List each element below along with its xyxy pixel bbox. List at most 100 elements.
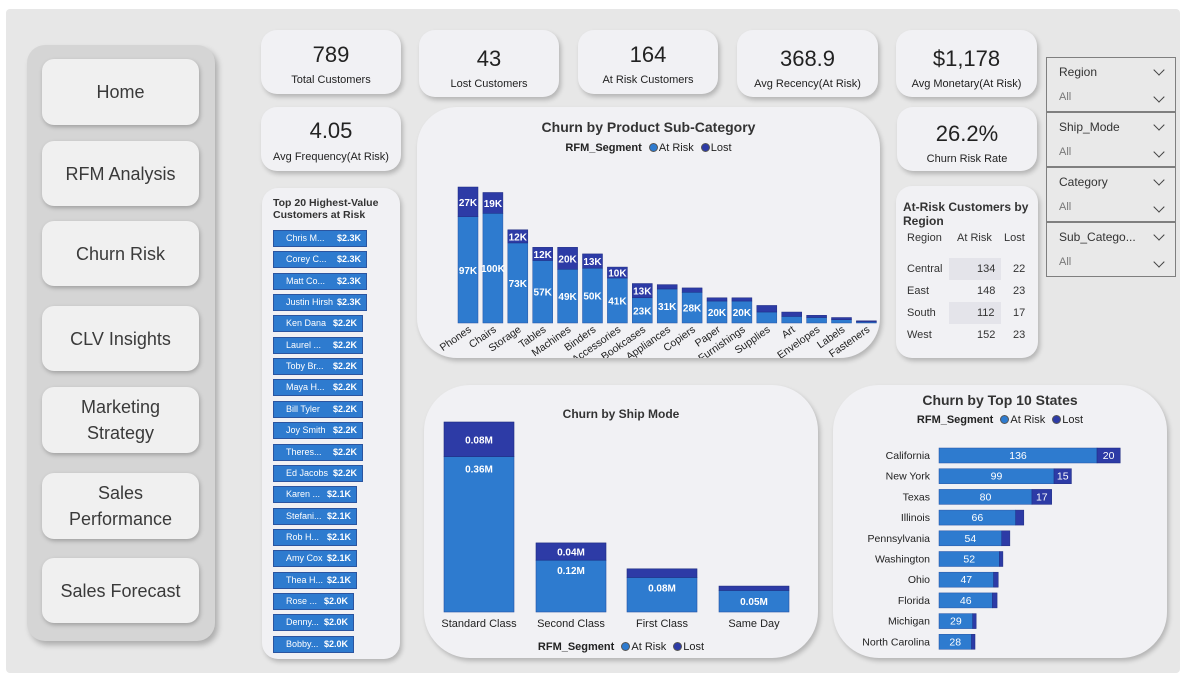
nav-rfm-analysis-button[interactable]: RFM Analysis [42,141,199,206]
legend-lost-label: Lost [1062,414,1084,426]
top20-customer-bar[interactable]: Joy Smith $2.2K [273,422,363,440]
top20-customer-bar[interactable]: Toby Br... $2.2K [273,358,363,376]
chevron-down-icon[interactable] [1153,91,1165,103]
bar-at-risk[interactable] [443,456,515,613]
top20-customer-bar[interactable]: Rose ... $2.0K [273,592,354,610]
x-tick-label: Same Day [728,618,780,630]
top20-customer-bar[interactable]: Ken Dana $2.2K [273,315,363,333]
top20-customer-bar[interactable]: Maya H... $2.2K [273,379,363,397]
bar-lost[interactable] [1053,468,1072,484]
bar-at-risk[interactable] [626,577,698,613]
top20-customer-bar[interactable]: Laurel ... $2.2K [273,336,363,354]
bar-lost[interactable] [532,247,553,261]
nav-sales-performance-button[interactable]: Sales Performance [42,473,199,539]
chevron-down-icon[interactable] [1153,64,1165,76]
bar-lost[interactable] [1001,530,1011,547]
legend-at-risk-swatch [1000,415,1010,424]
bar-lost[interactable] [626,568,698,578]
kpi-value: 4.05 [309,118,353,143]
bar-at-risk[interactable] [806,317,827,324]
bar-lost[interactable] [999,551,1004,567]
slicer-value[interactable]: All [1059,146,1072,158]
bar-lost[interactable] [831,317,852,320]
region-row[interactable]: East 148 23 [901,280,1031,302]
bar-lost[interactable] [718,585,790,591]
bar-lost[interactable] [632,283,653,299]
slicer-sub-category[interactable]: Sub_Catego... All [1046,222,1176,277]
bar-at-risk[interactable] [831,319,852,324]
top20-customer-bar[interactable]: Justin Hirsh $2.3K [273,294,367,312]
top20-customer-bar[interactable]: Bobby... $2.0K [273,635,354,653]
bar-lost[interactable] [971,634,976,650]
chevron-down-icon[interactable] [1153,174,1165,186]
region-row[interactable]: South 112 17 [901,302,1031,324]
nav-sales-forecast-button[interactable]: Sales Forecast [42,558,199,623]
customer-value: $2.0K [323,595,348,606]
bar-at-risk[interactable] [535,559,607,613]
top20-customer-bar[interactable]: Denny... $2.0K [273,614,354,632]
shipmode-chart-svg: 0.36M 0.08M Standard Class 0.12M 0.04M Second… [441,421,790,630]
slicer-value[interactable]: All [1059,91,1072,103]
bar-lost[interactable] [856,320,877,323]
bar-label: 20K [733,308,752,319]
bar-lost[interactable] [482,192,504,214]
bar-lost[interactable] [706,297,728,302]
slicer-ship-mode[interactable]: Ship_Mode All [1046,112,1176,167]
bar-at-risk[interactable] [756,311,778,324]
top20-customer-bar[interactable]: Amy Cox $2.1K [273,550,357,568]
top20-customer-bar[interactable]: Ed Jacobs $2.2K [273,464,363,482]
top20-customer-bar[interactable]: Theres... $2.2K [273,443,363,461]
slicer-value[interactable]: All [1059,256,1072,268]
bar-lost[interactable] [806,315,827,318]
states-chart-card: Churn by Top 10 States RFM_Segment At Ri… [833,385,1167,658]
nav-churn-risk-button[interactable]: Churn Risk [42,221,199,286]
top20-customer-bar[interactable]: Bill Tyler $2.2K [273,400,363,418]
bar-label: 20K [558,254,577,265]
bar-lost[interactable] [1015,509,1025,526]
bar-lost[interactable] [457,186,479,217]
chevron-down-icon[interactable] [1153,201,1165,213]
bar-lost[interactable] [731,297,753,302]
nav-home-button[interactable]: Home [42,59,199,125]
top20-customer-bar[interactable]: Rob H... $2.1K [273,528,357,546]
nav-marketing-strategy-button[interactable]: Marketing Strategy [42,387,199,453]
nav-clv-insights-button[interactable]: CLV Insights [42,306,199,371]
kpi-avg-monetary: $1,178 Avg Monetary(At Risk) [896,30,1037,97]
legend-at-risk-label: At Risk [658,142,694,154]
bar-lost[interactable] [507,229,529,244]
bar-lost[interactable] [443,421,515,457]
top20-customer-bar[interactable]: Karen ... $2.1K [273,486,357,504]
region-row[interactable]: West 152 23 [901,324,1031,346]
kpi-value: 789 [312,42,350,67]
chevron-down-icon[interactable] [1153,119,1165,131]
bar-lost[interactable] [607,266,628,279]
top20-customer-bar[interactable]: Stefani... $2.1K [273,507,357,525]
region-lost: 23 [1013,285,1026,297]
chevron-down-icon[interactable] [1153,146,1165,158]
bar-lost[interactable] [582,253,603,269]
bar-lost[interactable] [557,247,578,270]
bar-lost[interactable] [781,311,802,317]
bar-lost[interactable] [1096,447,1121,464]
top20-customer-bar[interactable]: Thea H... $2.1K [273,571,357,589]
bar-lost[interactable] [972,613,977,629]
top20-customer-bar[interactable]: Corey C... $2.3K [273,251,367,269]
customer-name: Karen ... [286,489,321,500]
bar-lost[interactable] [756,305,778,313]
bar-lost[interactable] [535,542,607,561]
bar-lost[interactable] [992,592,998,609]
region-row[interactable]: Central 134 22 [901,258,1031,280]
chevron-down-icon[interactable] [1153,229,1165,241]
slicer-region[interactable]: Region All [1046,57,1176,112]
bar-lost[interactable] [656,284,678,290]
bar-lost[interactable] [681,287,703,293]
bar-lost[interactable] [1031,489,1052,505]
bar-lost[interactable] [993,571,999,588]
bar-at-risk[interactable] [781,316,802,324]
slicer-category[interactable]: Category All [1046,167,1176,222]
top20-customer-bar[interactable]: Chris M... $2.3K [273,230,367,247]
top20-customer-bar[interactable]: Matt Co... $2.3K [273,272,367,290]
slicer-value[interactable]: All [1059,201,1072,213]
chevron-down-icon[interactable] [1153,256,1165,268]
chart-legend: RFM_Segment At Risk Lost [417,142,880,154]
